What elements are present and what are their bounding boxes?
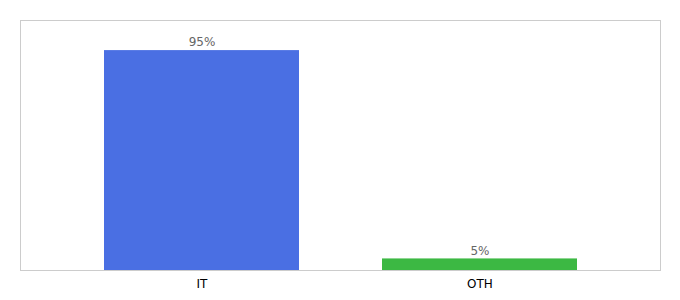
svg-text:IT: IT	[197, 277, 209, 291]
svg-text:95%: 95%	[189, 35, 216, 49]
svg-text:OTH: OTH	[467, 277, 493, 291]
svg-text:5%: 5%	[470, 244, 489, 258]
